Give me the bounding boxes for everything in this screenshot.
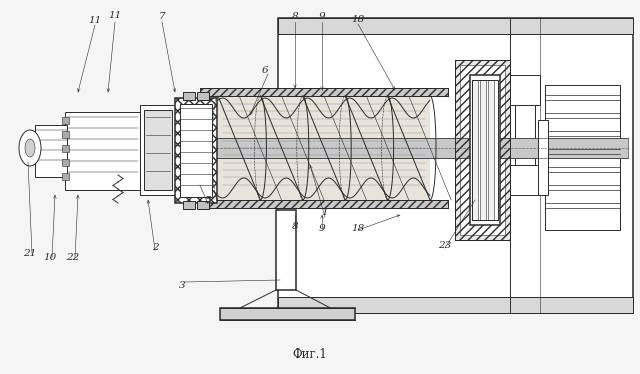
Bar xyxy=(200,88,448,96)
Bar xyxy=(276,210,296,290)
Text: 22: 22 xyxy=(67,254,79,263)
Text: 18: 18 xyxy=(351,224,365,233)
Bar xyxy=(515,105,535,165)
Bar xyxy=(197,92,209,100)
Text: 8: 8 xyxy=(292,12,298,21)
Text: 1: 1 xyxy=(322,208,328,217)
Bar xyxy=(28,138,628,158)
Bar xyxy=(510,75,540,105)
Text: 6: 6 xyxy=(262,65,268,74)
Bar xyxy=(278,18,633,313)
Bar xyxy=(35,125,67,177)
Bar xyxy=(455,60,510,240)
Bar xyxy=(183,201,195,209)
Bar xyxy=(480,80,486,220)
Bar xyxy=(538,120,548,195)
Ellipse shape xyxy=(25,139,35,157)
Bar xyxy=(175,98,217,203)
Bar xyxy=(470,75,500,225)
Text: 9: 9 xyxy=(319,224,325,233)
Bar xyxy=(62,131,69,138)
Bar xyxy=(175,98,217,203)
Bar xyxy=(62,173,69,180)
Text: 2: 2 xyxy=(152,243,158,252)
Bar xyxy=(144,110,172,190)
Bar xyxy=(472,80,498,220)
Bar xyxy=(183,92,195,100)
Bar xyxy=(62,117,69,124)
Text: 10: 10 xyxy=(44,254,56,263)
Text: 7: 7 xyxy=(159,12,165,21)
Bar xyxy=(65,112,140,190)
Bar xyxy=(455,60,510,240)
Text: 3: 3 xyxy=(179,280,186,289)
Bar xyxy=(180,104,212,197)
Bar xyxy=(62,159,69,166)
Text: 8: 8 xyxy=(292,221,298,230)
Bar xyxy=(218,96,430,200)
Text: 11: 11 xyxy=(108,10,122,19)
Text: 9: 9 xyxy=(319,12,325,21)
Bar xyxy=(62,145,69,152)
Bar xyxy=(488,80,494,220)
Text: 5: 5 xyxy=(205,196,211,205)
Text: Фиг.1: Фиг.1 xyxy=(292,349,328,362)
Bar xyxy=(545,85,620,230)
Bar xyxy=(197,201,209,209)
Bar xyxy=(460,65,505,235)
Bar xyxy=(140,105,176,195)
Text: 23: 23 xyxy=(438,242,452,251)
Text: 18: 18 xyxy=(351,15,365,24)
Ellipse shape xyxy=(19,130,41,166)
Bar xyxy=(220,308,355,320)
Bar xyxy=(278,297,633,313)
Bar xyxy=(472,80,478,220)
Bar xyxy=(510,165,540,195)
Bar xyxy=(278,18,633,34)
Bar xyxy=(200,200,448,208)
Text: 21: 21 xyxy=(24,248,36,258)
Text: 11: 11 xyxy=(88,15,102,25)
